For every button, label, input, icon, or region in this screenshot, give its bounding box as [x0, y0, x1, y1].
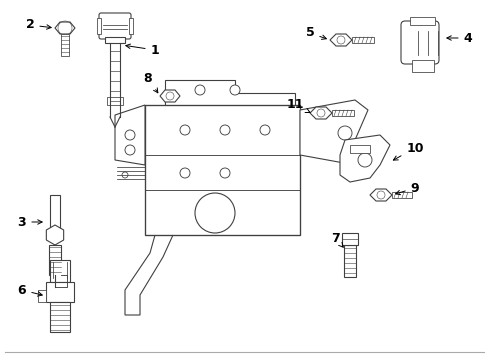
- Text: 6: 6: [18, 284, 42, 297]
- Text: 7: 7: [330, 231, 343, 247]
- Bar: [349, 145, 369, 153]
- Bar: [331, 110, 353, 116]
- Circle shape: [180, 168, 190, 178]
- Circle shape: [220, 125, 229, 135]
- Polygon shape: [160, 90, 180, 102]
- Text: 4: 4: [446, 31, 471, 45]
- Text: 9: 9: [395, 181, 418, 195]
- Polygon shape: [339, 135, 389, 182]
- Polygon shape: [115, 105, 145, 165]
- Bar: [411, 60, 433, 72]
- Bar: [341, 233, 357, 245]
- Circle shape: [195, 193, 235, 233]
- Polygon shape: [55, 22, 75, 34]
- Circle shape: [220, 168, 229, 178]
- Circle shape: [122, 172, 128, 178]
- Bar: [97, 18, 101, 34]
- Circle shape: [260, 125, 269, 135]
- Polygon shape: [299, 100, 367, 165]
- Polygon shape: [329, 34, 351, 46]
- Bar: [391, 192, 411, 198]
- Polygon shape: [309, 107, 331, 119]
- Bar: [351, 37, 373, 43]
- Text: 2: 2: [25, 18, 51, 31]
- Bar: [107, 97, 123, 105]
- Text: 1: 1: [125, 44, 159, 57]
- Bar: [38, 290, 46, 302]
- Bar: [50, 195, 60, 230]
- Circle shape: [180, 125, 190, 135]
- Bar: [61, 34, 69, 56]
- Circle shape: [125, 130, 135, 140]
- Bar: [46, 282, 74, 302]
- Circle shape: [125, 145, 135, 155]
- Bar: [105, 37, 125, 43]
- Polygon shape: [145, 105, 299, 235]
- Bar: [343, 245, 355, 277]
- Text: 3: 3: [18, 216, 42, 229]
- Polygon shape: [369, 189, 391, 201]
- Circle shape: [229, 85, 240, 95]
- Polygon shape: [46, 225, 63, 245]
- FancyBboxPatch shape: [400, 21, 438, 64]
- Circle shape: [357, 153, 371, 167]
- Bar: [50, 260, 70, 282]
- Bar: [409, 17, 434, 25]
- Circle shape: [337, 126, 351, 140]
- Bar: [129, 18, 133, 34]
- Bar: [49, 245, 61, 275]
- Text: 8: 8: [143, 72, 158, 93]
- Circle shape: [195, 85, 204, 95]
- Text: 10: 10: [392, 141, 423, 160]
- Text: 11: 11: [285, 99, 309, 113]
- FancyBboxPatch shape: [99, 13, 131, 39]
- Bar: [50, 302, 70, 332]
- Text: 5: 5: [305, 27, 325, 40]
